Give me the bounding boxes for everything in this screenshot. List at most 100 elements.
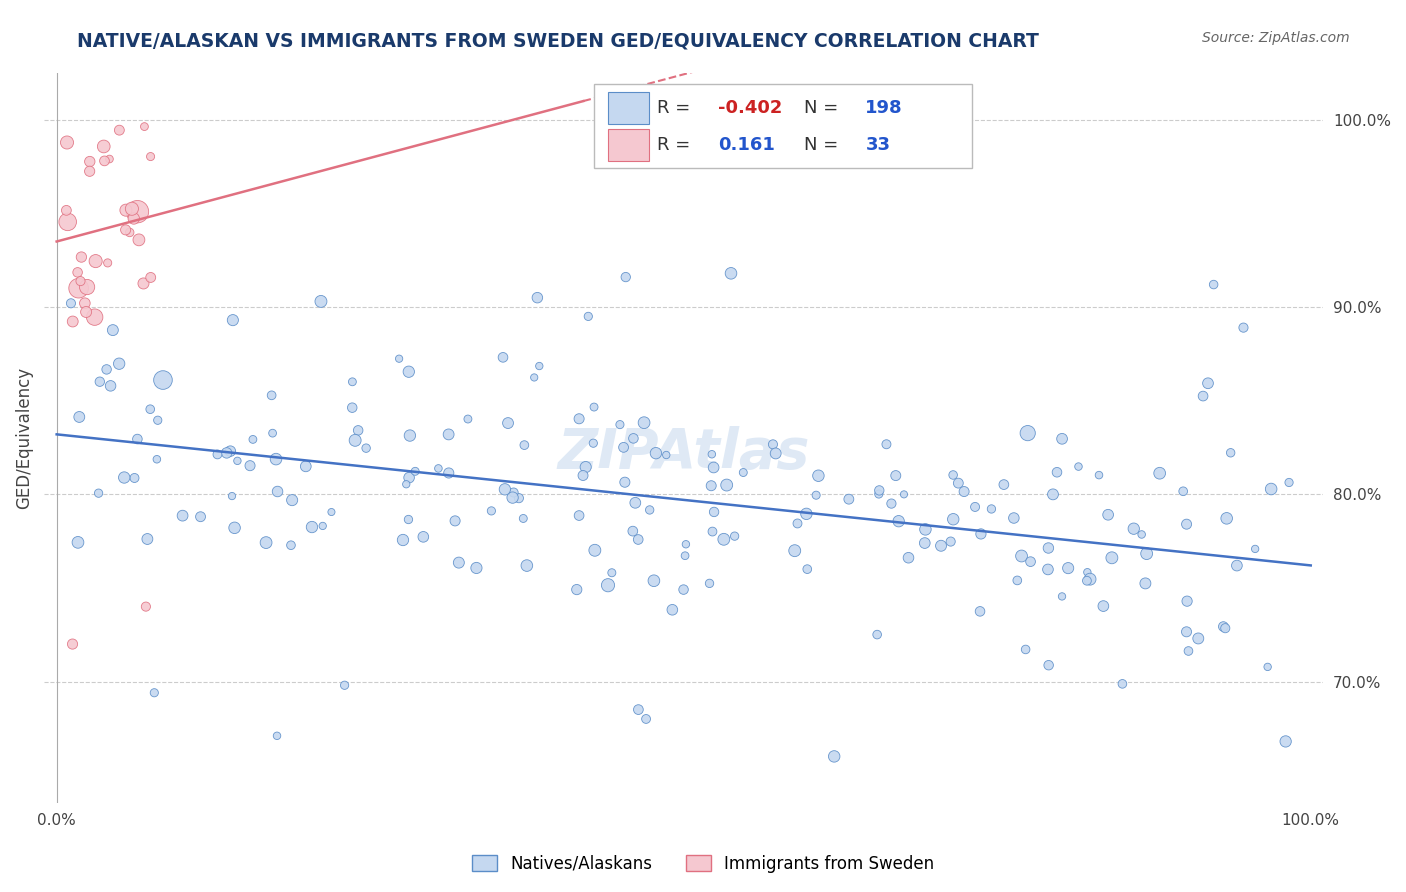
Point [412, 530, 434, 544]
Point [1260, 482, 1282, 496]
Point [447, 556, 470, 570]
Point [807, 468, 830, 483]
Point [146, 413, 169, 427]
Point [661, 603, 683, 617]
Point [762, 437, 785, 451]
Point [1092, 599, 1115, 613]
Point [342, 375, 364, 389]
Point [993, 477, 1015, 491]
Point [969, 604, 991, 618]
Point [623, 431, 645, 445]
Point [266, 729, 288, 743]
Point [101, 323, 124, 337]
Point [627, 703, 650, 717]
Point [609, 417, 631, 432]
Point [897, 550, 920, 565]
Point [124, 471, 146, 485]
Point [568, 411, 591, 425]
Point [965, 500, 987, 514]
Point [914, 522, 936, 536]
Point [796, 562, 818, 576]
Point [226, 454, 249, 468]
Point [1175, 624, 1198, 639]
Point [347, 423, 370, 437]
Point [494, 483, 516, 497]
Point [765, 446, 787, 460]
Point [481, 504, 503, 518]
Point [572, 468, 595, 483]
Point [700, 447, 723, 461]
Point [1278, 475, 1301, 490]
Point [266, 484, 288, 499]
Point [354, 441, 377, 455]
Point [513, 438, 536, 452]
Point [1232, 320, 1254, 334]
Point [786, 516, 808, 531]
Point [565, 582, 588, 597]
Point [529, 359, 551, 373]
Point [70, 250, 93, 264]
Point [568, 508, 591, 523]
Text: ZIPAtlas: ZIPAtlas [558, 425, 810, 480]
Point [1149, 467, 1171, 481]
Point [645, 446, 668, 460]
Point [55, 203, 77, 218]
Point [239, 458, 262, 473]
Point [723, 529, 745, 543]
Y-axis label: GED/Equivalency: GED/Equivalency [15, 367, 32, 509]
Point [804, 488, 827, 502]
Point [1122, 522, 1144, 536]
Point [224, 521, 246, 535]
Point [118, 226, 141, 240]
Point [342, 401, 364, 415]
Point [980, 502, 1002, 516]
Point [720, 266, 742, 280]
Text: Source: ZipAtlas.com: Source: ZipAtlas.com [1202, 31, 1350, 45]
Point [880, 497, 903, 511]
Point [673, 549, 696, 563]
Point [1036, 562, 1059, 576]
Point [868, 487, 890, 501]
Point [575, 460, 598, 475]
Text: -0.402: -0.402 [718, 99, 783, 117]
Point [437, 427, 460, 442]
Point [121, 202, 143, 216]
Point [914, 536, 936, 550]
Point [321, 505, 343, 519]
Point [1136, 547, 1159, 561]
Point [636, 712, 658, 726]
Point [108, 357, 131, 371]
Point [136, 532, 159, 546]
Point [942, 512, 965, 526]
Point [207, 447, 229, 461]
Point [79, 164, 101, 178]
Point [1078, 572, 1101, 586]
Point [122, 211, 145, 226]
Point [583, 543, 606, 558]
Point [427, 461, 450, 475]
Point [215, 446, 238, 460]
Point [1213, 621, 1236, 635]
Point [1215, 511, 1237, 525]
Point [1046, 465, 1069, 479]
Point [1050, 432, 1073, 446]
Point [600, 566, 623, 580]
Point [703, 505, 725, 519]
Point [1175, 594, 1198, 608]
Point [221, 489, 243, 503]
Point [582, 436, 605, 450]
Point [1257, 660, 1279, 674]
Point [388, 351, 411, 366]
Point [135, 599, 157, 614]
Point [1177, 644, 1199, 658]
Point [132, 277, 155, 291]
Point [1244, 541, 1267, 556]
Point [190, 509, 212, 524]
Point [953, 484, 976, 499]
Point [62, 314, 84, 328]
Point [633, 416, 655, 430]
Legend: Natives/Alaskans, Immigrants from Sweden: Natives/Alaskans, Immigrants from Sweden [465, 848, 941, 880]
Point [139, 270, 162, 285]
Point [294, 459, 316, 474]
Point [884, 468, 907, 483]
